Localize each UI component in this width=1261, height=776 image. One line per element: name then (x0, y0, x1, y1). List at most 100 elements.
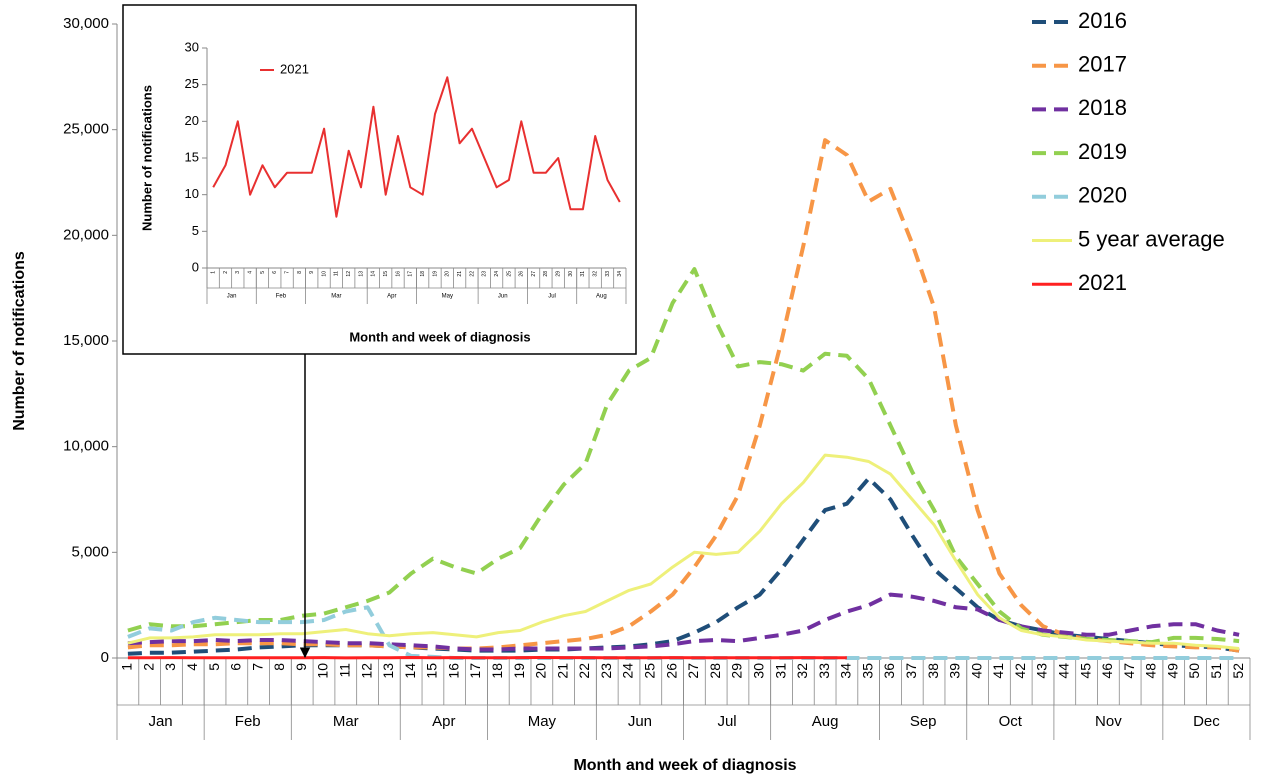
x-tick-label: 20 (445, 271, 451, 277)
month-label: Jun (498, 294, 508, 300)
month-label: Nov (1095, 713, 1122, 730)
x-tick-label: 31 (772, 663, 788, 679)
x-tick-label: 15 (424, 663, 440, 679)
x-tick-label: 25 (642, 663, 658, 679)
month-label: May (528, 713, 557, 730)
x-tick-label: 21 (457, 271, 463, 277)
x-tick-label: 49 (1164, 663, 1180, 679)
x-tick-label: 12 (358, 663, 374, 679)
month-label: Sep (910, 713, 937, 730)
x-tick-label: 27 (531, 271, 537, 277)
y-tick-label: 15 (185, 149, 199, 164)
x-tick-label: 28 (707, 663, 723, 679)
month-label: Aug (596, 294, 607, 300)
x-tick-label: 9 (293, 663, 309, 671)
x-tick-label: 25 (506, 271, 512, 277)
x-tick-label: 11 (334, 271, 340, 276)
y-tick-label: 10,000 (63, 438, 109, 455)
month-label: Apr (432, 713, 455, 730)
month-label: Jul (717, 713, 736, 730)
x-tick-label: 40 (968, 663, 984, 679)
month-label: Jan (227, 294, 237, 300)
x-tick-label: 4 (247, 271, 253, 274)
legend-label: 2018 (1078, 95, 1127, 120)
x-tick-label: 8 (271, 663, 287, 671)
month-label: Jul (548, 294, 556, 300)
x-tick-label: 23 (482, 271, 488, 277)
x-tick-label: 47 (1121, 663, 1137, 679)
x-tick-label: 32 (794, 663, 810, 679)
y-axis-title: Number of notifications (139, 85, 154, 231)
x-tick-label: 36 (881, 663, 897, 679)
x-tick-label: 15 (383, 271, 389, 277)
x-tick-label: 37 (903, 663, 919, 679)
legend-label: 2017 (1078, 52, 1127, 77)
x-tick-label: 42 (1012, 663, 1028, 679)
x-axis-title: Month and week of diagnosis (573, 757, 796, 774)
y-tick-label: 20,000 (63, 226, 109, 243)
x-tick-label: 29 (556, 271, 562, 277)
x-tick-label: 12 (346, 271, 352, 277)
series-line (127, 605, 1240, 660)
y-tick-label: 15,000 (63, 332, 109, 349)
x-tick-label: 52 (1230, 663, 1246, 679)
x-tick-label: 7 (249, 663, 265, 671)
x-tick-label: 26 (663, 663, 679, 679)
month-label: Dec (1193, 713, 1220, 730)
inset-frame (122, 4, 637, 355)
x-tick-label: 30 (750, 663, 766, 679)
x-tick-label: 39 (947, 663, 963, 679)
legend-label: 5 year average (1078, 226, 1225, 251)
legend-label: 2021 (280, 61, 309, 76)
month-label: Feb (235, 713, 261, 730)
x-tick-label: 20 (533, 663, 549, 679)
x-tick-label: 1 (119, 663, 135, 671)
x-tick-label: 43 (1034, 663, 1050, 679)
x-tick-label: 21 (554, 663, 570, 679)
x-tick-label: 8 (297, 271, 303, 274)
legend-label: 2019 (1078, 139, 1127, 164)
x-tick-label: 28 (543, 271, 549, 277)
series-line (127, 476, 1240, 656)
x-tick-label: 41 (990, 663, 1006, 679)
month-label: Mar (333, 713, 359, 730)
x-tick-label: 4 (184, 663, 200, 671)
x-tick-label: 16 (395, 271, 401, 277)
x-tick-label: 2 (223, 271, 229, 274)
month-label: May (442, 294, 453, 300)
x-tick-label: 16 (445, 663, 461, 679)
x-tick-label: 34 (838, 663, 854, 679)
y-tick-label: 20 (185, 113, 199, 128)
x-tick-label: 9 (309, 271, 315, 274)
month-label: Apr (387, 294, 396, 300)
y-tick-label: 25,000 (63, 121, 109, 138)
month-label: Oct (999, 713, 1023, 730)
y-axis-title: Number of notifications (11, 251, 28, 431)
x-tick-label: 10 (321, 271, 327, 277)
x-tick-label: 45 (1077, 663, 1093, 679)
y-tick-label: 5,000 (71, 543, 109, 560)
x-tick-label: 50 (1186, 663, 1202, 679)
x-tick-label: 13 (380, 663, 396, 679)
x-tick-label: 19 (432, 271, 438, 277)
x-tick-label: 27 (685, 663, 701, 679)
y-tick-label: 10 (185, 186, 199, 201)
x-tick-label: 24 (620, 663, 636, 679)
x-tick-label: 14 (371, 271, 377, 277)
x-tick-label: 22 (469, 271, 475, 277)
x-tick-label: 5 (206, 663, 222, 671)
x-tick-label: 29 (729, 663, 745, 679)
x-tick-label: 2 (140, 663, 156, 671)
series-line (127, 267, 1240, 645)
x-tick-label: 33 (605, 271, 611, 277)
series-line (127, 592, 1240, 652)
x-tick-label: 19 (511, 663, 527, 679)
x-tick-label: 24 (494, 271, 500, 277)
x-tick-label: 17 (408, 271, 414, 277)
series-line (127, 453, 1240, 650)
x-tick-label: 38 (925, 663, 941, 679)
x-tick-label: 10 (315, 663, 331, 679)
x-tick-label: 11 (336, 663, 352, 678)
x-tick-label: 6 (228, 663, 244, 671)
